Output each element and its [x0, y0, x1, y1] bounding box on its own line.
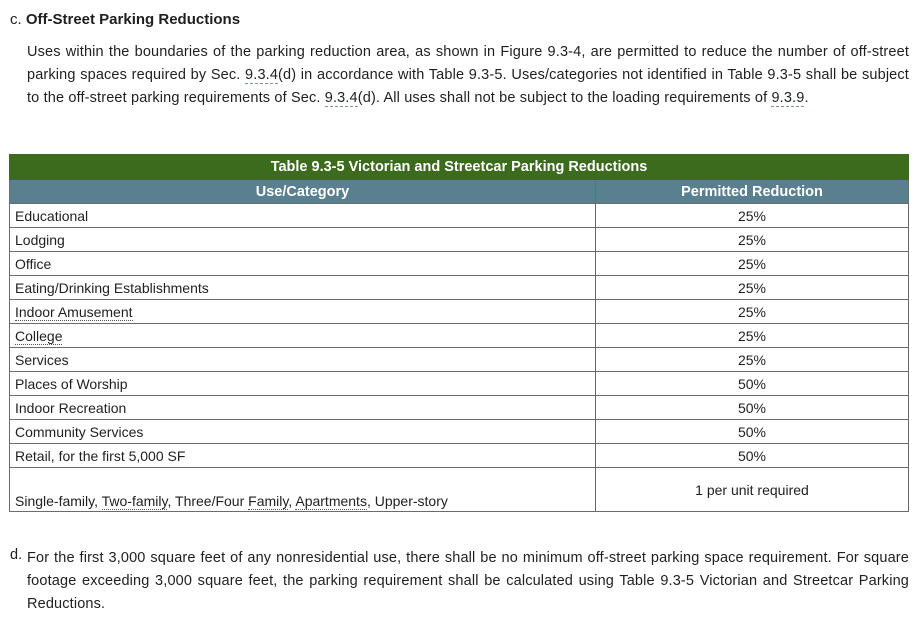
- use-cell: Lodging: [9, 227, 596, 252]
- use-cell: Retail, for the first 5,000 SF: [9, 443, 596, 468]
- header-permitted-reduction: Permitted Reduction: [595, 179, 909, 204]
- reduction-cell: 50%: [595, 419, 909, 444]
- table-caption-prefix: Table 9.3-5: [270, 159, 345, 176]
- use-cell: Educational: [9, 203, 596, 228]
- use-cell: Indoor Amusement: [9, 299, 596, 324]
- table-row: College 25%: [9, 323, 909, 348]
- parking-reductions-table: Table 9.3-5 Victorian and Streetcar Park…: [9, 154, 909, 512]
- residential-text-e: ,: [288, 493, 296, 509]
- use-cell: Places of Worship: [9, 371, 596, 396]
- table-row: Retail, for the first 5,000 SF 50%: [9, 443, 909, 468]
- table-caption-rest: Victorian and Streetcar Parking Reductio…: [344, 159, 648, 175]
- table-row: Eating/Drinking Establishments 25%: [9, 275, 909, 300]
- ref-link-9-3-9[interactable]: 9.3.9: [771, 90, 805, 107]
- section-c-letter: c.: [10, 11, 22, 28]
- section-c-heading: c. Off-Street Parking Reductions: [10, 11, 240, 28]
- section-c-text-3: (d). All uses shall not be subject to th…: [357, 90, 772, 106]
- ref-link-9-3-4-a[interactable]: 9.3.4: [245, 67, 279, 84]
- section-d-letter: d.: [10, 547, 23, 563]
- section-c-paragraph: Uses within the boundaries of the parkin…: [27, 41, 909, 110]
- section-c-title: Off-Street Parking Reductions: [25, 11, 241, 28]
- use-cell: Indoor Recreation: [9, 395, 596, 420]
- use-cell: College: [9, 323, 596, 348]
- table-row: Services 25%: [9, 347, 909, 372]
- use-cell: Community Services: [9, 419, 596, 444]
- residential-text-apartments: Apartments: [295, 493, 367, 510]
- residential-text-two-family: Two-family: [101, 493, 168, 510]
- reduction-cell: 25%: [595, 275, 909, 300]
- residential-text-g: , Upper-story: [366, 493, 448, 509]
- header-use-category: Use/Category: [9, 179, 596, 204]
- section-c-text-4: .: [804, 90, 809, 106]
- reduction-cell: 50%: [595, 443, 909, 468]
- reduction-cell: 50%: [595, 395, 909, 420]
- table-row: Community Services 50%: [9, 419, 909, 444]
- table-row: Indoor Amusement 25%: [9, 299, 909, 324]
- use-cell-text: Indoor Amusement: [15, 303, 133, 321]
- table-row-residential: Single-family, Two-family, Three/Four Fa…: [9, 467, 909, 512]
- reduction-cell-residential: 1 per unit required: [595, 467, 909, 512]
- table-row: Office 25%: [9, 251, 909, 276]
- reduction-cell: 25%: [595, 251, 909, 276]
- residential-text-c: , Three/Four: [167, 493, 249, 509]
- table-caption: Table 9.3-5 Victorian and Streetcar Park…: [9, 154, 909, 180]
- reduction-cell: 25%: [595, 323, 909, 348]
- reduction-cell: 25%: [595, 347, 909, 372]
- section-c-text-1: Uses within the boundaries of the parkin…: [27, 44, 909, 83]
- use-cell-text: College: [15, 327, 63, 345]
- table-row: Places of Worship 50%: [9, 371, 909, 396]
- table-row: Lodging 25%: [9, 227, 909, 252]
- table-caption-row: Table 9.3-5 Victorian and Streetcar Park…: [9, 154, 909, 180]
- section-d-paragraph: For the first 3,000 square feet of any n…: [27, 550, 909, 612]
- reduction-cell: 25%: [595, 203, 909, 228]
- use-cell: Office: [9, 251, 596, 276]
- ref-link-9-3-4-b[interactable]: 9.3.4: [324, 90, 358, 107]
- use-cell-residential: Single-family, Two-family, Three/Four Fa…: [9, 467, 596, 512]
- table-row: Indoor Recreation 50%: [9, 395, 909, 420]
- table-header-row: Use/Category Permitted Reduction: [9, 179, 909, 204]
- section-c-text-2: (d) in accordance with Table 9.3-5. Uses…: [27, 67, 909, 106]
- residential-text-family: Family: [248, 493, 289, 510]
- residential-text-a: Single-family,: [15, 493, 102, 509]
- reduction-cell: 50%: [595, 371, 909, 396]
- use-cell: Eating/Drinking Establishments: [9, 275, 596, 300]
- use-cell: Services: [9, 347, 596, 372]
- table-row: Educational 25%: [9, 203, 909, 228]
- reduction-cell: 25%: [595, 299, 909, 324]
- reduction-cell: 25%: [595, 227, 909, 252]
